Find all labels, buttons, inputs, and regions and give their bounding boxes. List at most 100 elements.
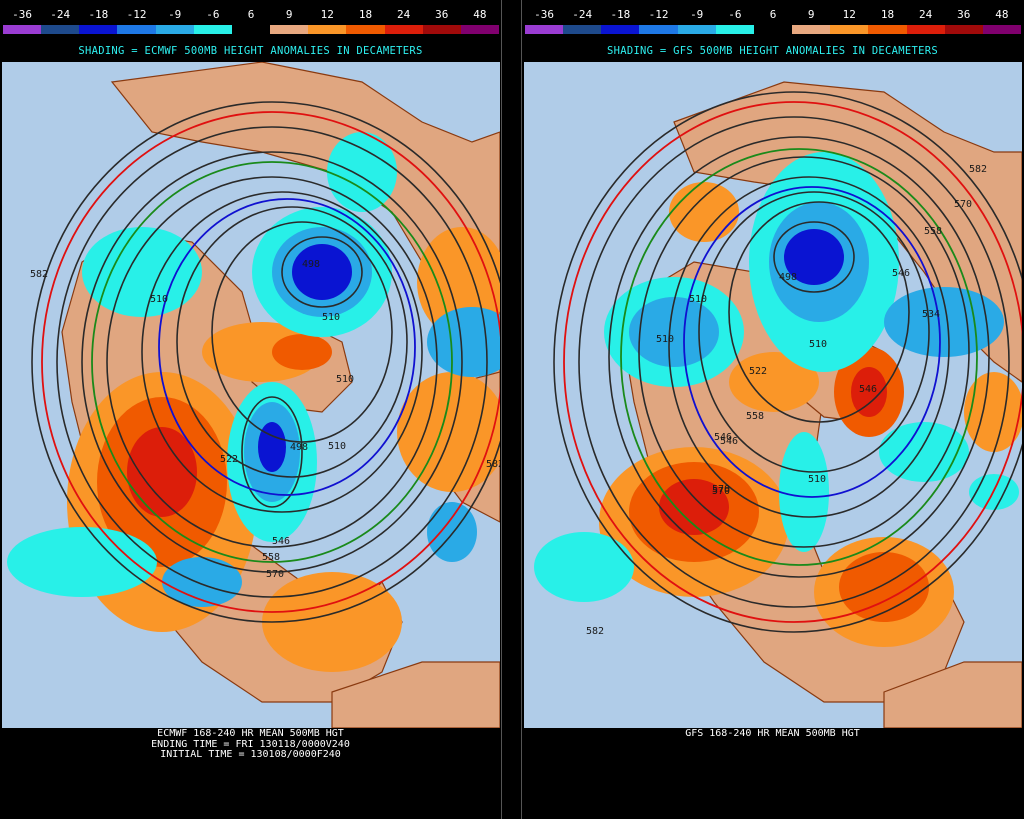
scale-label: 9 [807, 8, 815, 21]
negative-anomaly [779, 432, 829, 552]
scale-label: -12 [126, 8, 147, 21]
negative-anomaly [427, 307, 500, 377]
contour-labels: 582 510 510 510 498 498 510 522 558 570 … [30, 259, 500, 580]
contour-label: 498 [302, 259, 320, 270]
positive-anomaly [262, 572, 402, 672]
contour-line [668, 176, 950, 518]
land-south-america [331, 661, 500, 728]
positive-anomaly [127, 427, 197, 517]
scale-label: 18 [358, 8, 373, 21]
negative-anomaly [258, 422, 286, 472]
scale-label: -36 [534, 8, 554, 21]
scale-label: -24 [572, 8, 593, 21]
scale-swatch [753, 25, 793, 34]
ecmwf-panel: -36 -24 -18 -12 -9 -6 6 9 12 18 24 36 48… [0, 0, 501, 819]
scale-swatch [830, 25, 869, 34]
scale-label: 36 [435, 8, 449, 21]
scale-label: 36 [957, 8, 971, 21]
contour-label: 570 [712, 486, 730, 497]
contour-line [638, 156, 970, 548]
contour-line [698, 191, 930, 473]
green-line [91, 161, 453, 563]
scale-swatch [906, 25, 945, 34]
scale-swatch [231, 25, 271, 34]
contour-line [728, 201, 910, 423]
blue-line [158, 198, 416, 496]
scale-swatch [384, 25, 423, 34]
scale-label: 48 [473, 8, 487, 21]
gfs-anomaly-map: 582 570 558 546 534 510 510 498 510 522 … [524, 62, 1022, 728]
scale-swatch [944, 25, 983, 34]
contour-label: 582 [969, 164, 987, 175]
footer-line: ECMWF 168-240 HR MEAN 500MB HGT [157, 728, 344, 739]
footer-line: INITIAL TIME = 130108/0000F240 [160, 749, 341, 760]
map-svg: 582 510 510 510 498 498 510 522 558 570 … [7, 62, 500, 728]
scale-swatch [715, 25, 754, 34]
reference-contours [41, 111, 500, 613]
negative-anomaly [292, 244, 352, 300]
scale-swatch [639, 25, 678, 34]
contour-line [553, 91, 1022, 633]
height-contours [31, 101, 500, 623]
contour-label: 498 [290, 442, 308, 453]
contour-line [176, 206, 408, 478]
ridge-line [41, 111, 500, 613]
contour-label: 510 [328, 441, 346, 452]
gfs-panel: -36 -24 -18 -12 -9 -6 6 9 12 18 24 36 48… [522, 0, 1023, 819]
scale-swatch [563, 25, 602, 34]
blue-line [683, 186, 941, 498]
reference-contours [563, 101, 1022, 623]
contour-label: 522 [220, 454, 238, 465]
negative-anomaly [879, 422, 969, 482]
contour-line [773, 221, 855, 293]
scale-label: -12 [648, 8, 669, 21]
scale-label: 9 [285, 8, 293, 21]
negative-anomaly [884, 287, 1004, 357]
scale-swatch [460, 25, 500, 34]
scale-label: -24 [50, 8, 71, 21]
color-scale-labels: -36 -24 -18 -12 -9 -6 6 9 12 18 24 36 48 [0, 8, 501, 22]
map-footer: ECMWF 168-240 HR MEAN 500MB HGT ENDING T… [0, 728, 501, 761]
contour-line [106, 176, 438, 548]
negative-anomaly [162, 557, 242, 607]
contour-label: 558 [262, 552, 280, 563]
contour-label: 570 [712, 484, 730, 495]
contour-label: 546 [859, 384, 877, 395]
contour-label: 510 [150, 294, 168, 305]
shading-title: SHADING = ECMWF 500MB HEIGHT ANOMALIES I… [78, 45, 423, 57]
contour-label: 510 [322, 312, 340, 323]
map-footer: GFS 168-240 HR MEAN 500MB HGT [522, 728, 1023, 740]
scale-swatch [270, 25, 309, 34]
contour-line [241, 396, 303, 508]
contour-label: 510 [336, 374, 354, 385]
contour-line [56, 126, 488, 598]
scale-label: -18 [88, 8, 109, 21]
contour-line [578, 116, 1010, 608]
scale-swatch [868, 25, 907, 34]
scale-swatch [155, 25, 194, 34]
contour-labels: 582 570 558 546 534 510 510 498 510 522 … [586, 164, 987, 637]
contour-label: 558 [746, 411, 764, 422]
shading-title: SHADING = GFS 500MB HEIGHT ANOMALIES IN … [606, 45, 939, 57]
scale-swatch [601, 25, 640, 34]
ridge-line [563, 101, 1022, 623]
scale-label: -9 [690, 8, 704, 21]
negative-anomaly [327, 132, 397, 212]
land-south-america [883, 661, 1022, 728]
positive-anomaly [839, 552, 929, 622]
contour-label: 546 [272, 536, 290, 547]
map-svg: 582 570 558 546 534 510 510 498 510 522 … [534, 81, 1022, 728]
anomaly-shading [534, 152, 1022, 647]
negative-anomaly [7, 527, 157, 597]
contour-label: 546 [720, 436, 738, 447]
scale-label: -18 [610, 8, 631, 21]
scale-swatch [117, 25, 156, 34]
scale-label: -6 [728, 8, 742, 21]
color-scale-bar [525, 25, 1022, 34]
positive-anomaly [397, 372, 500, 492]
contour-line [141, 191, 423, 513]
positive-anomaly [729, 352, 819, 412]
color-scale-labels: -36 -24 -18 -12 -9 -6 6 9 12 18 24 36 48 [522, 8, 1023, 22]
contour-label: 546 [892, 268, 910, 279]
